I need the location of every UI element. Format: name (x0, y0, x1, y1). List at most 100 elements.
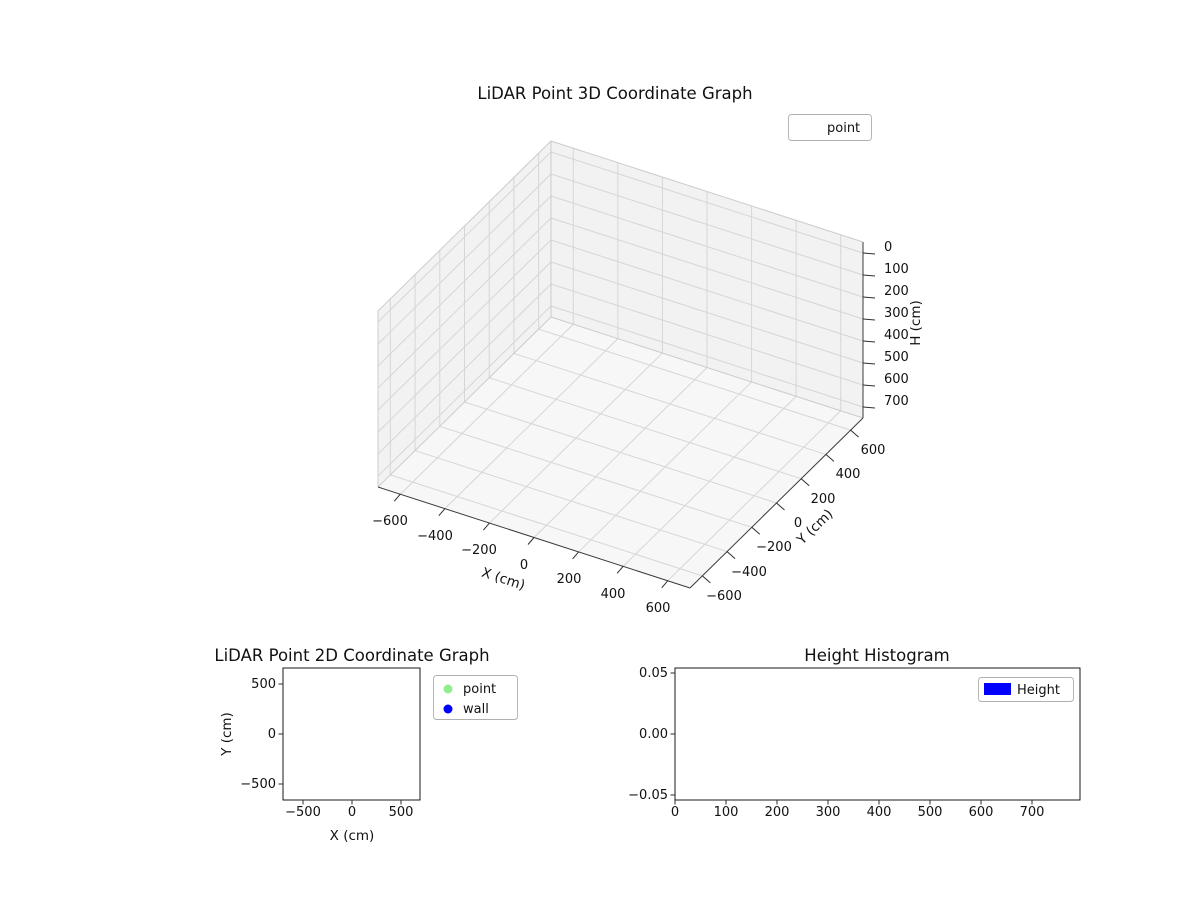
grid-3d (377, 148, 864, 582)
grid-line (862, 296, 876, 299)
grid-line (702, 575, 711, 584)
plot2d-x-tick-labels: −500 0 500 (285, 805, 413, 820)
hist-title: Height Histogram (804, 646, 949, 665)
legend-patch-height (984, 683, 1011, 695)
x-tick-label: −500 (285, 805, 321, 820)
y-tick-label: 0.05 (639, 666, 668, 681)
z-tick-label: 300 (884, 306, 909, 321)
grid-line (616, 566, 624, 574)
z-tick-label: 200 (884, 284, 909, 299)
grid-line (862, 318, 876, 321)
grid-line (825, 454, 835, 462)
grid-line (850, 429, 859, 438)
plot3d-y-tick-labels: −600 −400 −200 0 200 400 600 (706, 443, 885, 604)
legend-frame (433, 675, 518, 720)
tick-marks-2d (278, 683, 402, 805)
grid-line (726, 551, 736, 559)
hist-y-tick-labels: 0.05 0.00 −0.05 (628, 666, 668, 803)
tick-marks-hist (670, 672, 1033, 805)
legend-3d: point (788, 114, 872, 141)
tick-marks-3d (393, 252, 876, 589)
grid-line (862, 384, 876, 387)
y-tick-label: 0.00 (639, 727, 668, 742)
legend-3d-label: point (827, 121, 860, 136)
legend-2d: point wall (433, 675, 518, 720)
x-tick-label: 300 (816, 805, 841, 820)
x-tick-label: 500 (389, 805, 414, 820)
x-tick-label: 400 (867, 805, 892, 820)
legend-label-wall: wall (463, 702, 489, 717)
grid-line (538, 328, 851, 431)
y-tick-label: −600 (706, 589, 742, 604)
plot2d-y-tick-labels: 500 0 −500 (240, 677, 276, 792)
x-tick-label: 500 (918, 805, 943, 820)
box-edge (550, 316, 864, 419)
plot2d-axes-frame (282, 667, 421, 801)
x-tick-label: 200 (557, 572, 582, 587)
box-edge (377, 316, 552, 488)
y-tick-label: 400 (836, 467, 861, 482)
grid-line (483, 522, 490, 531)
grid-line (489, 377, 802, 480)
legend-marker-wall (443, 704, 453, 714)
grid-line (393, 493, 401, 502)
z-tick-label: 0 (884, 240, 892, 255)
x-tick-label: 600 (646, 601, 671, 616)
x-tick-label: 200 (765, 805, 790, 820)
grid-line (572, 551, 579, 560)
grid-line (862, 406, 876, 409)
z-tick-label: 400 (884, 328, 909, 343)
y-tick-label: −200 (756, 540, 792, 555)
plot-2d: LiDAR Point 2D Coordinate Graph −500 0 5… (214, 646, 518, 844)
x-tick-label: −600 (372, 514, 408, 529)
y-tick-label: −400 (731, 565, 767, 580)
x-tick-label: −200 (461, 543, 497, 558)
y-tick-label: −0.05 (628, 788, 668, 803)
y-tick-label: 0 (794, 516, 802, 531)
legend-hist: Height (978, 677, 1074, 702)
z-tick-label: 600 (884, 372, 909, 387)
y-tick-label: 0 (268, 727, 276, 742)
y-tick-label: 500 (251, 677, 276, 692)
grid-line (751, 526, 761, 535)
grid-line (667, 410, 842, 582)
grid-line (776, 502, 785, 511)
grid-line (527, 537, 535, 545)
grid-line (622, 395, 797, 567)
plot3d-title: LiDAR Point 3D Coordinate Graph (477, 84, 752, 103)
z-tick-label: 100 (884, 262, 909, 277)
grid-line (661, 580, 669, 589)
z-axis-label: H (cm) (908, 300, 924, 346)
x-tick-label: 0 (520, 558, 528, 573)
plot-3d: LiDAR Point 3D Coordinate Graph −600 −40… (372, 84, 924, 616)
y-tick-label: 600 (861, 443, 886, 458)
x-tick-label: 700 (1020, 805, 1045, 820)
z-tick-label: 700 (884, 394, 909, 409)
x-tick-label: −400 (417, 529, 453, 544)
grid-line (513, 352, 827, 455)
x-axis-label: X (cm) (330, 828, 375, 844)
grid-line (862, 340, 876, 343)
grid-line (800, 478, 810, 487)
plot3d-x-tick-labels: −600 −400 −200 0 200 400 600 (372, 514, 670, 616)
box-edge (377, 140, 552, 312)
plot2d-title: LiDAR Point 2D Coordinate Graph (214, 646, 489, 665)
x-tick-label: 0 (671, 805, 679, 820)
plot-histogram: Height Histogram 0 100 200 300 400 500 6… (628, 646, 1081, 820)
grid-line (862, 362, 876, 365)
x-tick-label: 600 (969, 805, 994, 820)
hist-x-tick-labels: 0 100 200 300 400 500 600 700 (671, 805, 1045, 820)
legend-label-height: Height (1017, 683, 1060, 698)
grid-line (533, 367, 708, 538)
y-tick-label: −500 (240, 777, 276, 792)
y-tick-label: 200 (811, 492, 836, 507)
grid-line (438, 508, 446, 516)
x-tick-label: 0 (348, 805, 356, 820)
legend-frame (788, 114, 872, 141)
grid-line (862, 274, 876, 277)
legend-marker-point (443, 684, 453, 694)
x-tick-label: 100 (714, 805, 739, 820)
grid-line (578, 381, 752, 553)
